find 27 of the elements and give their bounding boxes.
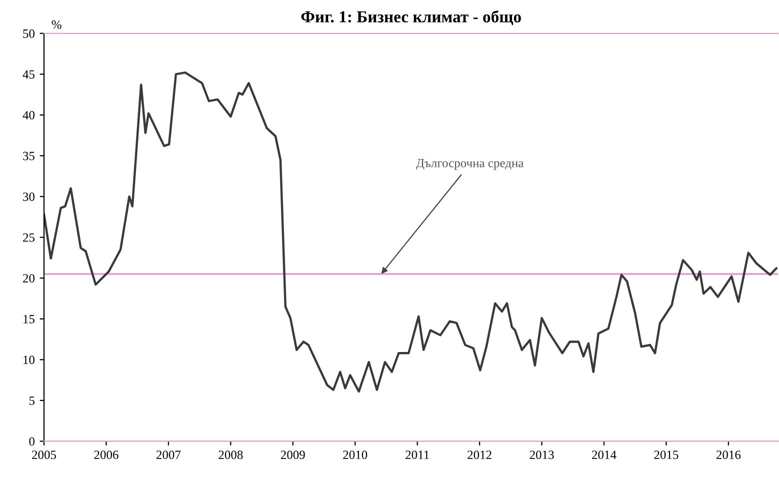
y-tick-label: 45 xyxy=(22,70,34,79)
y-tick-label: 30 xyxy=(23,192,35,201)
x-tick-label: 2016 xyxy=(716,450,741,460)
y-tick-label: 35 xyxy=(23,152,34,160)
annotation: Дългосрочна средна xyxy=(416,159,524,170)
x-tick-label: 2008 xyxy=(218,450,243,460)
y-axis-title: % xyxy=(52,20,62,29)
x-tick-label: 2014 xyxy=(592,450,616,460)
y-tick-label: 40 xyxy=(22,110,35,120)
x-tick-label: 2010 xyxy=(343,450,368,460)
y-tick-label: 15 xyxy=(24,314,34,324)
y-tick-label: 5 xyxy=(29,396,34,405)
x-tick-label: 2009 xyxy=(280,450,305,460)
x-tick-label: 2005 xyxy=(32,450,56,460)
line-series xyxy=(44,71,778,393)
y-tick-label: 25 xyxy=(23,233,34,242)
x-tick-label: 2012 xyxy=(468,450,492,460)
y-tick-label: 50 xyxy=(23,29,35,38)
x-tick-label: 2007 xyxy=(156,450,181,460)
y-tick-label: 20 xyxy=(23,274,35,283)
chart-title: Фиг. 1: Бизнес климат - общо xyxy=(301,10,521,26)
y-tick-label: 0 xyxy=(29,437,35,446)
x-tick-label: 2006 xyxy=(94,450,118,460)
y-tick-label: 10 xyxy=(24,356,35,364)
x-tick-label: 2013 xyxy=(530,450,554,460)
x-tick-label: 2015 xyxy=(654,450,678,460)
x-tick-label: 2011 xyxy=(406,450,429,460)
